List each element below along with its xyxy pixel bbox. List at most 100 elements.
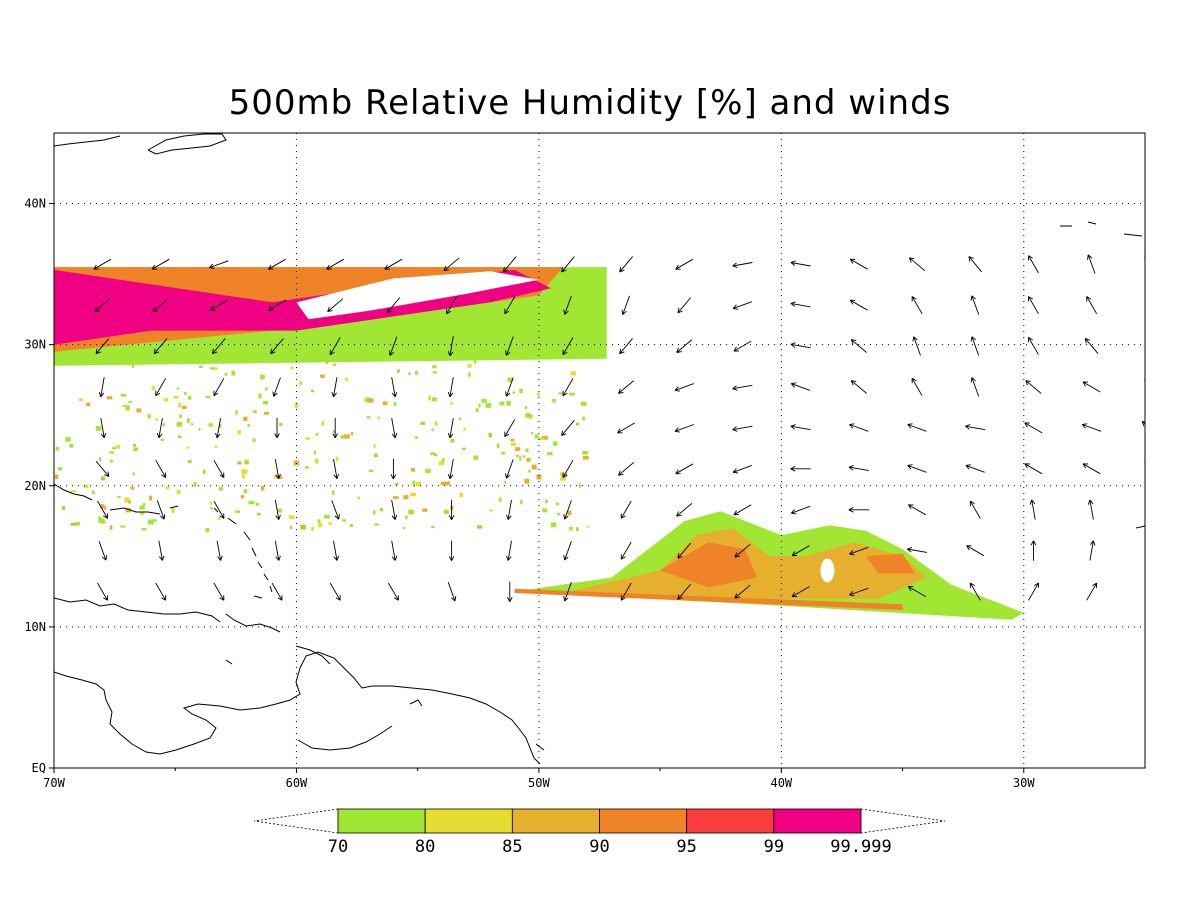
wind-arrow (677, 583, 692, 600)
humidity-speckle (524, 478, 530, 484)
humidity-speckle (379, 507, 383, 512)
humidity-speckle (128, 500, 131, 504)
humidity-speckle (84, 484, 89, 489)
humidity-speckle (410, 492, 417, 497)
humidity-speckle (242, 473, 245, 479)
humidity-speckle (514, 447, 521, 451)
wind-arrow (970, 295, 980, 315)
humidity-speckle (558, 392, 563, 395)
humidity-speckle (142, 503, 146, 506)
humidity-speckle (377, 416, 380, 420)
humidity-speckle (415, 370, 418, 375)
x-tick-label: 50W (528, 776, 550, 790)
wind-arrow (732, 262, 753, 269)
wind-arrow (969, 582, 981, 601)
wind-arrow (674, 424, 694, 433)
humidity-speckle (520, 499, 523, 505)
humidity-speckle (468, 372, 471, 377)
x-tick-label: 60W (286, 776, 308, 790)
wind-arrow (732, 301, 753, 310)
wind-arrow (621, 295, 631, 315)
wind-arrow (618, 462, 635, 476)
humidity-speckle (176, 421, 183, 427)
wind-arrow (965, 424, 986, 431)
humidity-speckle (488, 433, 492, 438)
humidity-speckles (55, 360, 589, 533)
wind-arrow (270, 338, 284, 355)
humidity-speckle (499, 401, 505, 406)
wind-arrow (734, 584, 751, 599)
wind-arrow (970, 377, 980, 397)
wind-arrow (1082, 463, 1101, 475)
wind-arrow (390, 458, 397, 480)
wind-arrow (734, 543, 751, 558)
humidity-speckle (99, 457, 102, 461)
colorbar-label: 70 (328, 837, 348, 857)
wind-arrow (391, 499, 398, 520)
wind-arrow (502, 256, 517, 273)
map-frame (53, 132, 1146, 769)
humidity-speckle (231, 370, 235, 376)
wind-arrow (907, 464, 927, 473)
humidity-speckle (55, 446, 60, 451)
wind-arrow (677, 542, 692, 559)
wind-arrow (97, 582, 108, 601)
wind-arrow (443, 257, 460, 272)
wind-arrow (95, 338, 110, 355)
wind-arrow (391, 418, 398, 439)
wind-arrow (329, 337, 341, 356)
y-tick-label: 40N (24, 197, 46, 211)
humidity-speckle (368, 398, 374, 403)
wind-arrow (155, 459, 167, 478)
humidity-speckle (474, 360, 477, 364)
humidity-speckle (290, 366, 294, 370)
humidity-speckle (440, 481, 447, 486)
humidity-speckle (214, 445, 218, 448)
wind-arrow (1081, 423, 1102, 432)
humidity-speckle (130, 487, 135, 490)
wind-arrow (274, 540, 281, 561)
humidity-speckle (202, 469, 206, 474)
humidity-speckle (112, 447, 116, 450)
humidity-speckle (332, 490, 335, 495)
humidity-speckle (160, 438, 164, 441)
humidity-speckle (498, 497, 502, 502)
wind-arrow (98, 377, 105, 398)
humidity-speckle (560, 476, 566, 481)
wind-arrow (1086, 582, 1098, 601)
wind-arrow (331, 377, 338, 398)
humidity-speckle (70, 523, 77, 526)
humidity-speckle (531, 464, 537, 470)
humidity-speckle (394, 482, 399, 485)
wind-arrow (213, 500, 225, 519)
humidity-speckle (463, 427, 466, 431)
humidity-speckle (450, 402, 453, 405)
humidity-speckle (422, 508, 428, 512)
wind-arrow (274, 499, 281, 520)
wind-arrow (216, 540, 223, 561)
humidity-speckle (147, 414, 151, 419)
humidity-speckle (541, 435, 548, 440)
wind-arrow (732, 384, 753, 391)
humidity-speckle (344, 434, 350, 439)
humidity-speckle (140, 512, 145, 516)
wind-arrow (912, 336, 921, 356)
humidity-speckle (141, 528, 147, 531)
humidity-speckle (151, 385, 155, 391)
humidity-speckle (524, 405, 527, 410)
humidity-speckle (526, 457, 531, 462)
humidity-region-tropical-wave-90 (660, 542, 758, 588)
humidity-speckle (512, 391, 515, 394)
humidity-speckle (525, 413, 531, 418)
humidity-speckle (420, 421, 426, 425)
wind-arrow (1146, 582, 1154, 601)
wind-arrow (562, 459, 574, 478)
wind-arrow (908, 586, 927, 597)
humidity-region-tropical-wave-90b (866, 553, 915, 574)
wind-arrow (384, 258, 403, 270)
humidity-speckle (501, 451, 505, 455)
wind-arrow (911, 296, 923, 315)
wind-arrow (790, 382, 811, 391)
humidity-speckle (256, 512, 261, 516)
wind-arrow (675, 463, 694, 475)
